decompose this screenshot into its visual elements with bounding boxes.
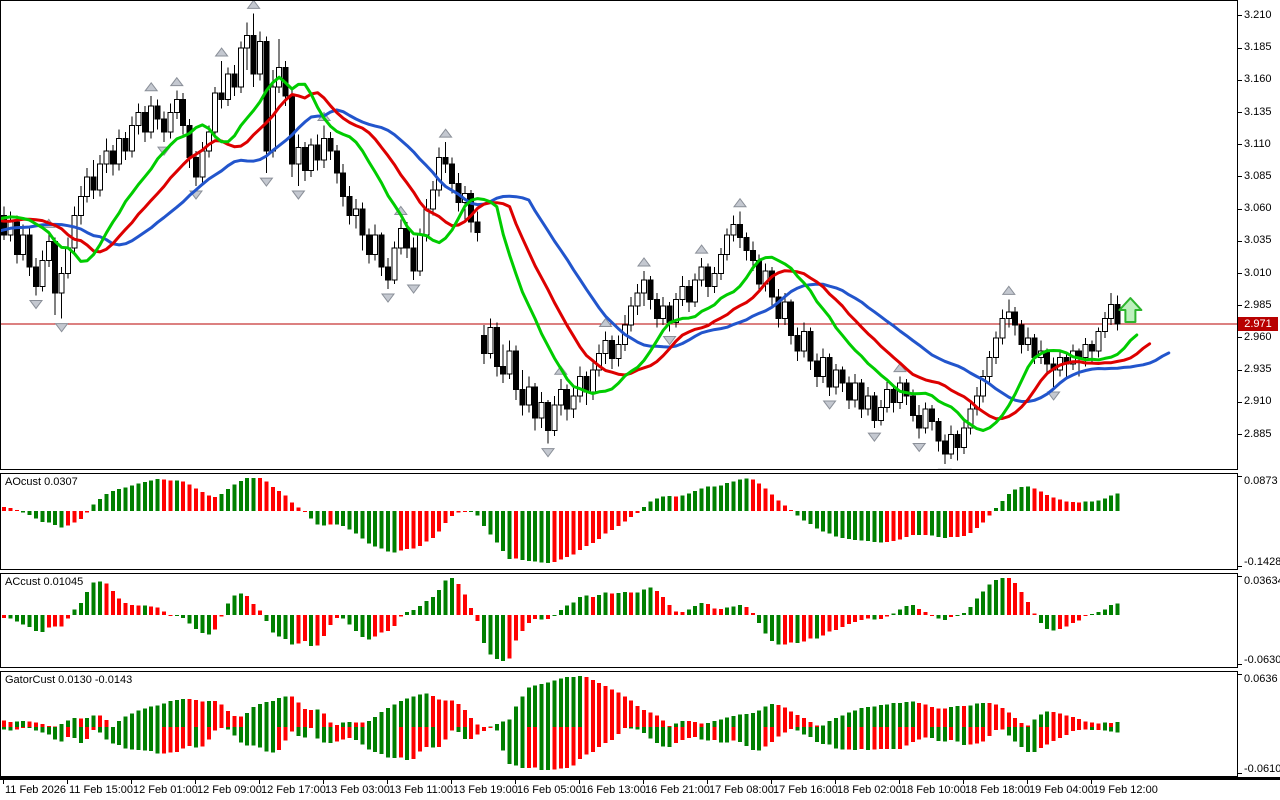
time-axis-label: 13 Feb 03:00 xyxy=(325,784,390,796)
price-axis-label: 3.035 xyxy=(1244,234,1272,247)
time-axis-label: 18 Feb 02:00 xyxy=(837,784,902,796)
gator-panel-title: GatorCust 0.0130 -0.0143 xyxy=(5,674,133,686)
gator-histogram-plot xyxy=(2,676,1120,770)
time-axis-tick xyxy=(3,780,4,784)
histogram-bars xyxy=(2,478,1120,563)
price-axis-label: 3.210 xyxy=(1244,8,1272,21)
price-axis-tick xyxy=(1238,176,1242,178)
ao-panel-title: AOcust 0.0307 xyxy=(5,476,78,488)
time-axis-tick xyxy=(963,780,964,784)
price-axis-label: 3.110 xyxy=(1244,137,1271,150)
price-axis-tick xyxy=(1238,79,1242,81)
time-axis-label: 12 Feb 17:00 xyxy=(261,784,326,796)
price-axis[interactable]: 2.971 3.210 3.185 3.160 3.135 3.110 3.085 3.06… xyxy=(1238,0,1280,470)
time-axis-label: 18 Feb 18:00 xyxy=(965,784,1030,796)
time-axis-tick xyxy=(579,780,580,784)
price-axis-label: 2.935 xyxy=(1244,363,1272,376)
price-axis-tick xyxy=(1238,369,1242,371)
time-axis-label: 16 Feb 05:00 xyxy=(517,784,582,796)
time-axis-tick xyxy=(131,780,132,784)
price-axis-tick xyxy=(1238,112,1242,114)
time-axis-tick xyxy=(259,780,260,784)
time-axis-tick xyxy=(1091,780,1092,784)
price-axis-tick xyxy=(1238,144,1242,146)
time-axis-label: 18 Feb 10:00 xyxy=(901,784,966,796)
histogram-bars xyxy=(2,727,1120,770)
ac-indicator-panel[interactable]: ACcust 0.01045 xyxy=(0,573,1238,668)
alligator-jaw-line xyxy=(1,108,1171,403)
time-axis-tick xyxy=(67,780,68,784)
price-axis-label: 3.060 xyxy=(1244,202,1272,215)
price-axis-label: 3.185 xyxy=(1244,41,1272,54)
time-axis-tick xyxy=(323,780,324,784)
price-axis-label: 2.910 xyxy=(1244,395,1272,408)
price-axis-tick xyxy=(1238,15,1242,17)
time-axis-label: 19 Feb 04:00 xyxy=(1029,784,1094,796)
price-axis-tick xyxy=(1238,208,1242,210)
time-axis-tick xyxy=(195,780,196,784)
price-axis-tick xyxy=(1238,434,1242,436)
ao-indicator-panel[interactable]: AOcust 0.0307 xyxy=(0,473,1238,570)
time-axis-tick xyxy=(707,780,708,784)
time-axis-tick xyxy=(899,780,900,784)
price-axis-tick xyxy=(1238,240,1242,242)
time-axis-tick xyxy=(835,780,836,784)
gator-indicator-panel[interactable]: GatorCust 0.0130 -0.0143 xyxy=(0,671,1238,777)
price-axis-tick xyxy=(1238,337,1242,339)
alligator-teeth-line xyxy=(1,91,1152,421)
price-axis-tick xyxy=(1238,401,1242,403)
time-axis-label: 11 Feb 15:00 xyxy=(69,784,134,796)
candles-layer xyxy=(1,13,1121,465)
time-axis-tick xyxy=(515,780,516,784)
price-axis-tick xyxy=(1238,47,1242,49)
histogram-bars xyxy=(2,676,1120,729)
ao-max-label: 0.0873 xyxy=(1244,475,1278,487)
ac-max-label: 0.03634 xyxy=(1244,575,1280,587)
price-axis-tick xyxy=(1238,305,1242,307)
time-axis-label: 16 Feb 21:00 xyxy=(645,784,710,796)
gator-max-label: 0.0636 xyxy=(1244,673,1278,685)
price-axis-label: 2.985 xyxy=(1244,298,1272,311)
time-axis[interactable]: 11 Feb 2026 11 Feb 15:00 12 Feb 01:00 12 Fe… xyxy=(0,780,1280,800)
price-axis-label: 3.085 xyxy=(1244,169,1272,182)
time-axis-tick xyxy=(643,780,644,784)
time-axis-tick xyxy=(1027,780,1028,784)
price-axis-label: 3.160 xyxy=(1244,73,1272,86)
time-axis-tick xyxy=(387,780,388,784)
price-axis-label: 3.135 xyxy=(1244,105,1272,118)
candlestick-plot xyxy=(1,1,1237,469)
time-axis-label: 19 Feb 12:00 xyxy=(1093,784,1158,796)
ao-histogram-plot xyxy=(2,478,1120,563)
time-axis-label: 17 Feb 16:00 xyxy=(773,784,838,796)
price-axis-label: 2.960 xyxy=(1244,330,1272,343)
price-axis-label: 3.010 xyxy=(1244,266,1272,279)
gator-min-label: -0.0610 xyxy=(1244,763,1280,775)
time-axis-label: 12 Feb 09:00 xyxy=(197,784,262,796)
chart-bottom-border xyxy=(0,777,1280,780)
fractal-arrows-layer xyxy=(29,1,1061,469)
price-axis-label: 2.885 xyxy=(1244,427,1272,440)
time-axis-tick xyxy=(771,780,772,784)
time-axis-label: 16 Feb 13:00 xyxy=(581,784,646,796)
current-price-tag: 2.971 xyxy=(1238,316,1278,331)
ac-axis: 0.03634 -0.06306 xyxy=(1238,573,1280,668)
histogram-bars xyxy=(2,578,1120,661)
alligator-lips-line xyxy=(1,75,1139,432)
ao-axis: 0.0873 -0.1428 xyxy=(1238,473,1280,570)
time-axis-label: 13 Feb 11:00 xyxy=(389,784,454,796)
main-chart-panel[interactable] xyxy=(0,0,1238,470)
time-axis-label: 13 Feb 19:00 xyxy=(453,784,518,796)
ao-min-label: -0.1428 xyxy=(1244,556,1280,568)
ac-histogram-plot xyxy=(2,578,1120,661)
buy-signal-arrow xyxy=(1118,297,1143,324)
time-axis-label: 11 Feb 2026 xyxy=(5,784,66,796)
gator-axis: 0.0636 -0.0610 xyxy=(1238,671,1280,777)
time-axis-label: 17 Feb 08:00 xyxy=(709,784,774,796)
price-axis-tick xyxy=(1238,273,1242,275)
time-axis-label: 12 Feb 01:00 xyxy=(133,784,198,796)
ac-min-label: -0.06306 xyxy=(1244,654,1280,666)
ac-panel-title: ACcust 0.01045 xyxy=(5,576,84,588)
time-axis-tick xyxy=(451,780,452,784)
